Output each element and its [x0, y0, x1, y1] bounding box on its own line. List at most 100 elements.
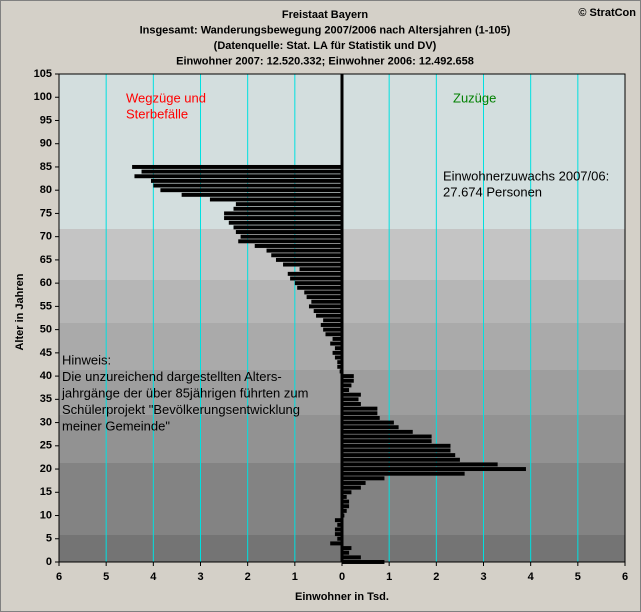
- bar: [342, 392, 361, 397]
- x-tick-label: 3: [197, 571, 203, 583]
- bar: [238, 239, 342, 244]
- bar: [342, 485, 361, 490]
- bar: [342, 439, 432, 444]
- bar: [342, 388, 350, 393]
- bar: [342, 425, 399, 430]
- right-label: Zuzüge: [453, 90, 496, 105]
- bar: [342, 494, 347, 499]
- bar: [323, 327, 342, 332]
- bar: [342, 513, 345, 518]
- x-tick-label: 5: [103, 571, 109, 583]
- bar: [311, 299, 342, 304]
- bar: [287, 271, 342, 276]
- bar: [342, 420, 394, 425]
- bar: [342, 443, 451, 448]
- left-label: Wegzüge und: [126, 90, 206, 105]
- bar: [290, 276, 342, 281]
- bar: [306, 295, 342, 300]
- y-tick-label: 50: [40, 324, 52, 336]
- y-tick-label: 35: [40, 393, 52, 405]
- texts: 6 5 4 3 2 1 0 1 2 3 4 5 6051015202530354045505560657…: [14, 7, 636, 603]
- x-tick-label: 2: [433, 571, 439, 583]
- bar: [160, 188, 342, 193]
- bar: [339, 369, 342, 374]
- note: meiner Gemeinde": [62, 418, 170, 433]
- x-tick-label: 6: [622, 571, 628, 583]
- bar: [334, 518, 342, 523]
- x-tick-label: 1: [386, 571, 392, 583]
- note: jahrgänge der über 85jährigen führten zu…: [61, 385, 308, 400]
- bar: [342, 378, 354, 383]
- y-tick-label: 30: [40, 416, 52, 428]
- bar: [342, 462, 498, 467]
- bar: [334, 527, 342, 532]
- bar: [283, 262, 342, 267]
- bar: [153, 183, 342, 188]
- bar: [316, 313, 342, 318]
- bar: [342, 374, 354, 379]
- y-tick-label: 80: [40, 184, 52, 196]
- bar: [330, 541, 342, 546]
- bar: [224, 216, 342, 221]
- y-tick-label: 60: [40, 277, 52, 289]
- annotation: Einwohnerzuwachs 2007/06:: [443, 168, 609, 183]
- bar: [304, 290, 342, 295]
- x-axis-label: Einwohner in Tsd.: [295, 591, 389, 603]
- bar: [297, 285, 342, 290]
- x-tick-label: 5: [575, 571, 581, 583]
- y-tick-label: 15: [40, 486, 52, 498]
- bars: [132, 164, 526, 564]
- note: Schülerprojekt "Bevölkerungsentwicklung: [62, 402, 300, 417]
- bar: [342, 550, 350, 555]
- bar: [266, 248, 342, 253]
- y-tick-label: 5: [46, 533, 52, 545]
- bar: [334, 355, 342, 360]
- bar: [235, 230, 342, 234]
- bar: [233, 225, 342, 230]
- bar: [342, 453, 456, 458]
- bar: [181, 192, 342, 197]
- bar: [271, 253, 342, 258]
- bar: [337, 364, 342, 369]
- y-tick-label: 105: [34, 68, 52, 80]
- bar: [313, 309, 342, 314]
- bar: [275, 257, 342, 262]
- x-tick-label: 4: [528, 571, 535, 583]
- bar: [342, 448, 451, 453]
- bar: [134, 174, 342, 179]
- bar: [342, 467, 526, 472]
- bar: [334, 346, 342, 351]
- bar: [240, 234, 342, 239]
- y-tick-label: 45: [40, 347, 52, 359]
- plot-border: [58, 73, 626, 563]
- bar: [320, 322, 342, 327]
- bar: [342, 546, 352, 551]
- y-tick-label: 55: [40, 300, 52, 312]
- bar: [342, 406, 378, 411]
- bar: [342, 481, 366, 485]
- note: Hinweis:: [62, 352, 111, 367]
- bar: [209, 197, 342, 202]
- x-tick-label: 1: [292, 571, 298, 583]
- bar: [342, 504, 350, 509]
- chart-title: (Datenquelle: Stat. LA für Statistik und…: [214, 40, 437, 52]
- note: Die unzureichend dargestellten Alters-: [62, 369, 282, 384]
- bar: [294, 281, 342, 286]
- x-tick-label: 2: [245, 571, 251, 583]
- bar: [342, 508, 347, 513]
- bar: [342, 429, 413, 434]
- y-tick-label: 25: [40, 440, 52, 452]
- bar: [330, 341, 342, 346]
- x-tick-label: 3: [480, 571, 486, 583]
- bar: [299, 267, 342, 272]
- bar: [141, 169, 342, 174]
- y-tick-label: 20: [40, 463, 52, 475]
- bar: [334, 532, 342, 537]
- bar: [342, 457, 460, 462]
- x-tick-label: 4: [150, 571, 157, 583]
- left-label: Sterbefälle: [126, 106, 188, 121]
- bar: [342, 397, 359, 402]
- bar: [337, 536, 342, 541]
- y-axis-label: Alter in Jahren: [14, 273, 26, 350]
